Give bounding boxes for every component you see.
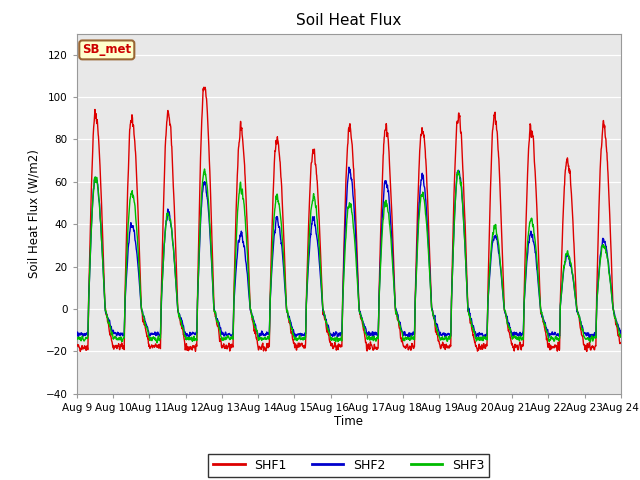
Title: Soil Heat Flux: Soil Heat Flux — [296, 13, 401, 28]
SHF3 — [377, 260, 385, 265]
SHF1 — [73, 343, 81, 349]
SHF1 — [508, 338, 515, 344]
Line: SHF1: SHF1 — [77, 87, 621, 351]
SHF3 — [584, 335, 592, 341]
Legend: SHF1, SHF2, SHF3: SHF1, SHF2, SHF3 — [209, 454, 489, 477]
SHF1 — [570, 226, 577, 231]
SHF2 — [584, 332, 592, 337]
SHF1 — [584, 345, 592, 350]
SHF1 — [377, 229, 385, 235]
SHF3 — [201, 166, 209, 172]
Line: SHF3: SHF3 — [77, 169, 621, 343]
SHF2 — [225, 332, 232, 337]
SHF3 — [365, 334, 372, 340]
SHF1 — [200, 84, 207, 90]
SHF3 — [570, 276, 577, 281]
SHF1 — [225, 340, 233, 346]
SHF2 — [376, 257, 384, 263]
SHF2 — [617, 331, 625, 336]
SHF2 — [586, 335, 593, 341]
SHF3 — [73, 336, 81, 342]
Line: SHF2: SHF2 — [77, 167, 621, 338]
X-axis label: Time: Time — [334, 415, 364, 429]
SHF2 — [507, 329, 515, 335]
SHF1 — [77, 348, 84, 354]
SHF3 — [225, 335, 233, 340]
SHF2 — [345, 164, 353, 170]
SHF2 — [73, 333, 81, 338]
SHF3 — [617, 334, 625, 340]
SHF3 — [153, 340, 161, 346]
Y-axis label: Soil Heat Flux (W/m2): Soil Heat Flux (W/m2) — [28, 149, 40, 278]
SHF3 — [508, 333, 515, 338]
SHF2 — [569, 275, 577, 281]
Text: SB_met: SB_met — [82, 43, 131, 56]
SHF1 — [365, 346, 372, 352]
SHF1 — [617, 340, 625, 346]
SHF2 — [365, 330, 372, 336]
